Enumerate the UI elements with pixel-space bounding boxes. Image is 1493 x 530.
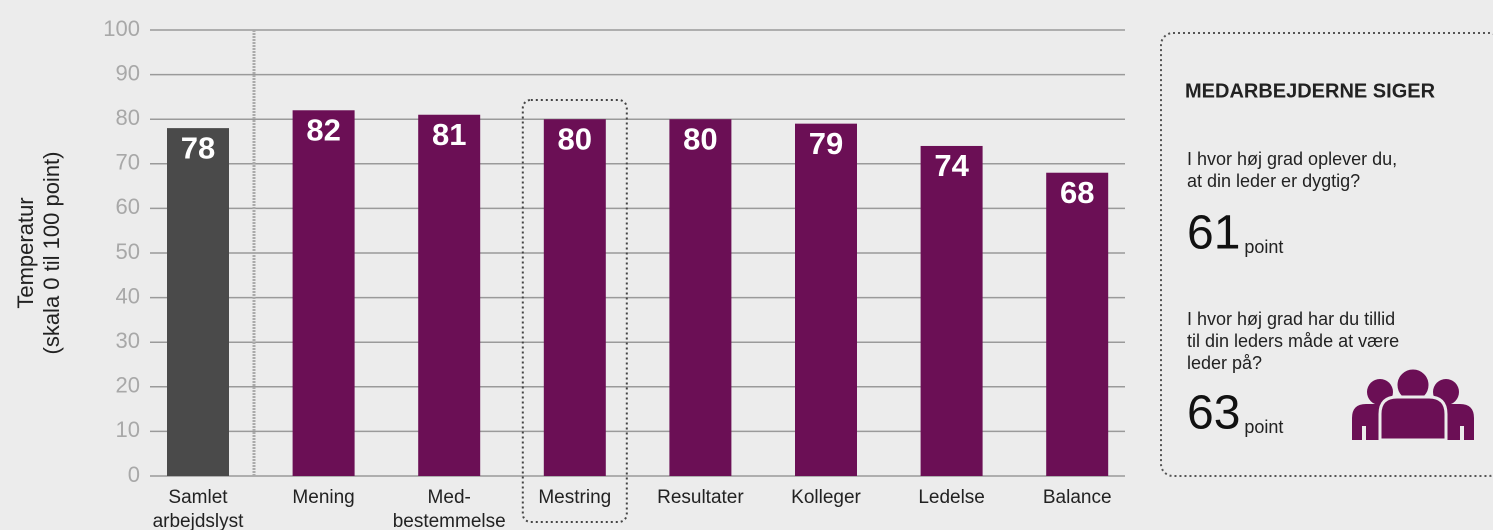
value-label: 79: [809, 126, 843, 161]
x-tick-label: Balance: [1043, 487, 1112, 508]
bar: [543, 119, 606, 476]
y-tick-label: 70: [116, 150, 140, 175]
panel-value: 63: [1187, 387, 1240, 440]
panel-title: MEDARBEJDERNE SIGER: [1185, 80, 1436, 102]
value-label: 68: [1060, 175, 1094, 210]
y-tick-label: 30: [116, 328, 140, 353]
y-tick-label: 80: [116, 105, 140, 130]
y-tick-label: 50: [116, 239, 140, 264]
y-tick-label: 10: [116, 417, 140, 442]
panel-unit: point: [1244, 237, 1283, 257]
value-label: 78: [181, 130, 215, 165]
bar: [292, 110, 355, 476]
value-label: 82: [306, 112, 340, 147]
x-tick-label: Mestring: [538, 487, 611, 508]
panel-question: til din leders måde at være: [1187, 331, 1399, 351]
x-tick-label: Samlet arbejdslyst: [153, 487, 245, 530]
bar: [795, 123, 857, 476]
y-axis-label-line: (skala 0 til 100 point): [39, 152, 64, 355]
value-label: 74: [934, 148, 969, 183]
bar: [167, 128, 229, 476]
y-axis-label-line: Temperatur: [13, 197, 38, 308]
x-tick-label: Mening: [292, 487, 354, 508]
panel-question: I hvor høj grad har du tillid: [1187, 309, 1395, 329]
bar: [1046, 172, 1109, 476]
x-tick-label: Ledelse: [918, 487, 985, 508]
x-tick-label: Resultater: [657, 487, 744, 508]
y-tick-label: 40: [116, 283, 140, 308]
bar: [669, 119, 732, 476]
x-tick-label-line: arbejdslyst: [153, 511, 245, 530]
value-label: 80: [683, 121, 717, 156]
x-tick-label: Kolleger: [791, 487, 861, 508]
x-tick-label-line: Med-: [428, 487, 471, 508]
panel-question: I hvor høj grad oplever du,: [1187, 149, 1397, 169]
panel-question: leder på?: [1187, 353, 1262, 373]
panel-box: [1160, 32, 1493, 477]
panel-unit: point: [1244, 417, 1283, 437]
y-tick-label: 90: [116, 60, 140, 85]
bar: [418, 114, 481, 477]
people-icon: [1352, 366, 1474, 442]
x-tick-label-line: Samlet: [168, 487, 228, 508]
y-tick-label: 0: [128, 462, 140, 487]
y-tick-label: 60: [116, 194, 140, 219]
y-axis-label: Temperatur(skala 0 til 100 point): [13, 152, 64, 355]
panel-question: at din leder er dygtig?: [1187, 171, 1360, 191]
y-tick-label: 100: [103, 16, 140, 41]
panel-value: 61: [1187, 207, 1240, 260]
value-label: 81: [432, 117, 466, 152]
y-tick-label: 20: [116, 373, 140, 398]
bar: [920, 145, 983, 476]
value-label: 80: [558, 121, 592, 156]
x-tick-label: Med-bestemmelse: [393, 487, 506, 530]
x-tick-label-line: bestemmelse: [393, 511, 506, 530]
